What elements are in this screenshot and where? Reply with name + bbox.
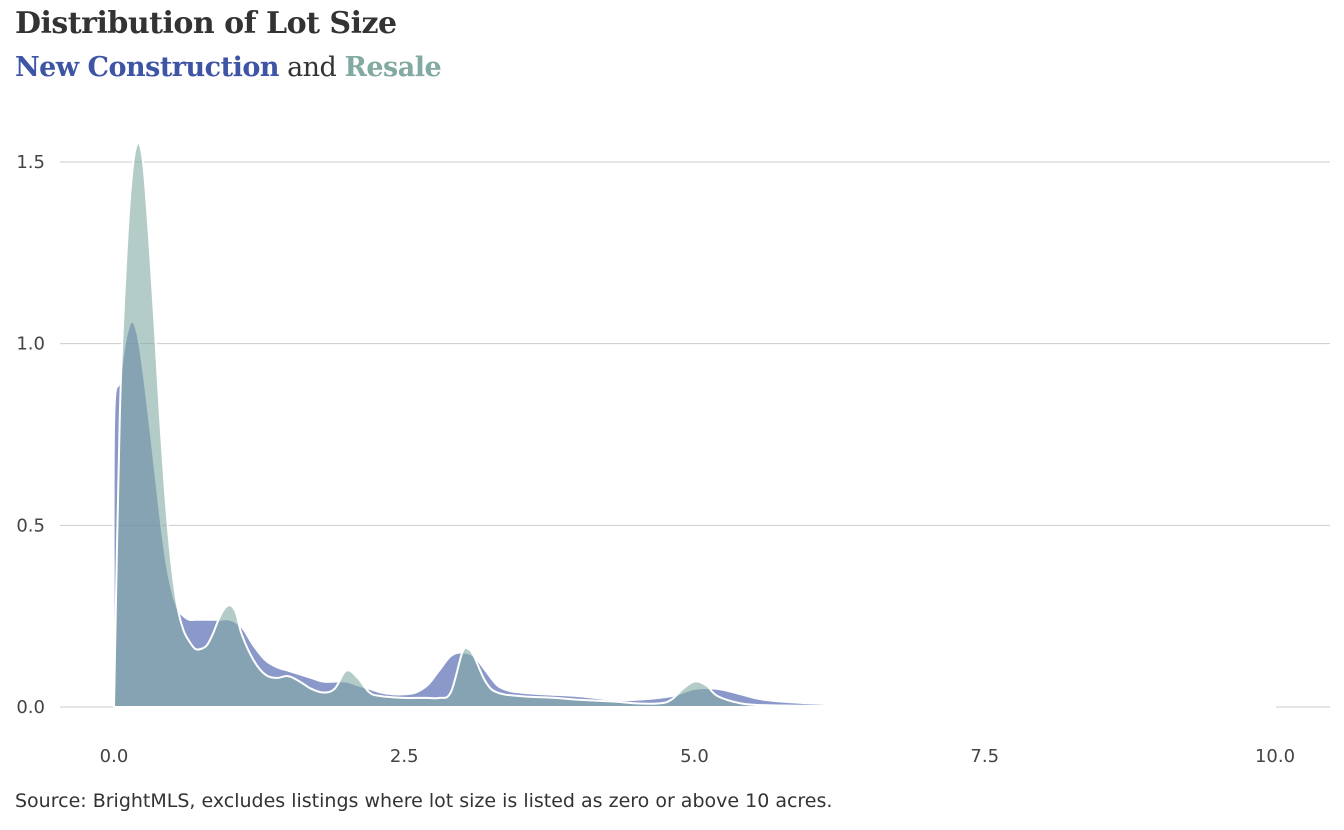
gridlines — [60, 161, 1330, 708]
y-tick-label: 0.0 — [16, 697, 45, 718]
x-tick-label: 5.0 — [680, 746, 709, 767]
y-tick-label: 1.0 — [16, 334, 45, 355]
legend-new-construction: New Construction — [15, 52, 279, 83]
legend-resale: Resale — [344, 52, 442, 83]
area-resale — [113, 141, 1276, 709]
chart-title: Distribution of Lot Size — [15, 6, 397, 41]
x-axis-ticks: 0.0 2.5 5.0 7.5 10.0 — [100, 746, 1295, 767]
y-axis-ticks: 0.0 0.5 1.0 1.5 — [16, 152, 45, 718]
subtitle-joiner: and — [287, 52, 337, 83]
y-tick-label: 0.5 — [16, 515, 45, 536]
y-tick-label: 1.5 — [16, 152, 45, 173]
source-note: Source: BrightMLS, excludes listings whe… — [15, 790, 833, 812]
chart-subtitle: New Construction and Resale — [15, 52, 442, 83]
area-new-construction — [112, 320, 1276, 709]
x-tick-label: 2.5 — [390, 746, 419, 767]
x-tick-label: 10.0 — [1255, 746, 1295, 767]
density-areas — [112, 141, 1276, 709]
x-tick-label: 7.5 — [970, 746, 999, 767]
x-tick-label: 0.0 — [100, 746, 129, 767]
